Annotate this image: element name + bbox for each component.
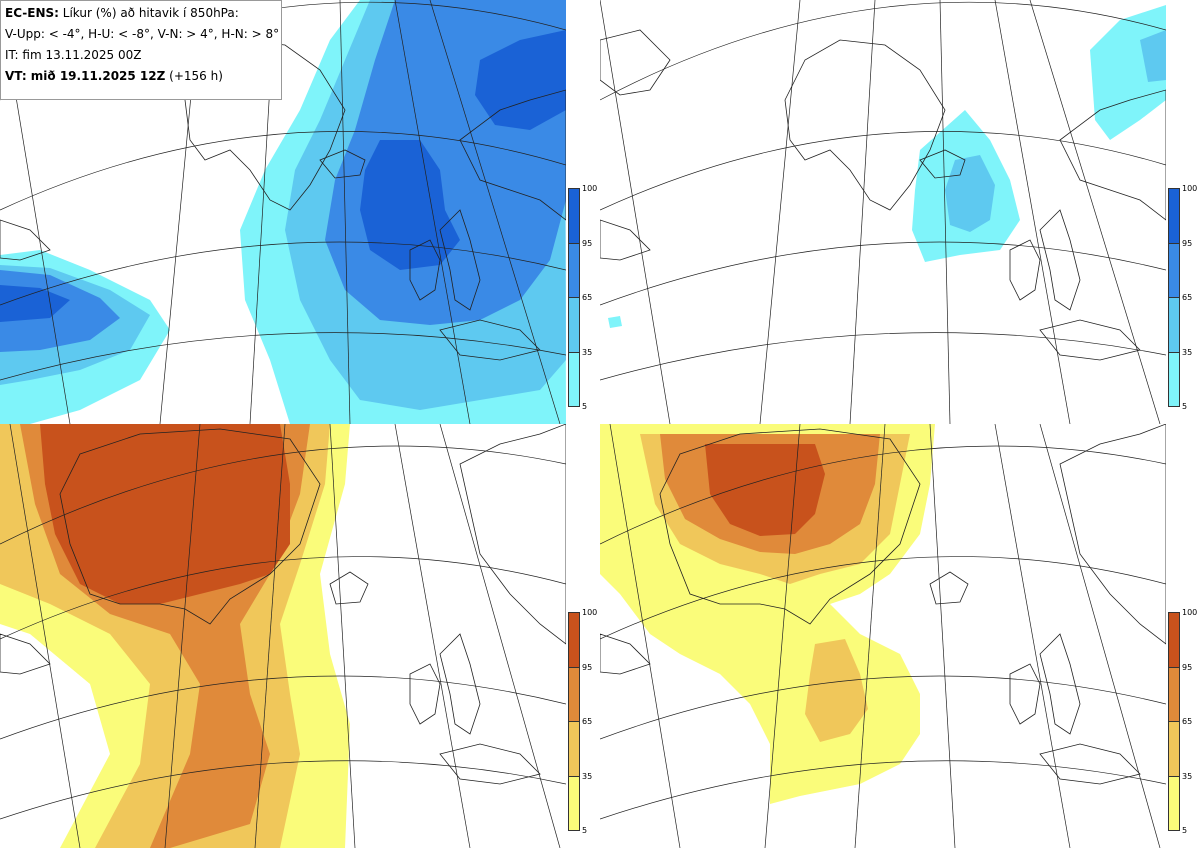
field-5-speck: [608, 316, 622, 328]
coastlines: [600, 29, 1166, 361]
legend-valid-time: VT: mið 19.11.2025 12Z: [5, 69, 166, 83]
field-35-south: [805, 639, 868, 742]
legend-box: EC-ENS: Líkur (%) að hitavik í 850hPa: V…: [0, 0, 282, 100]
colorbar-tick-label: 35: [582, 771, 593, 781]
colorbar-tick-label: 95: [1182, 662, 1193, 672]
field-95-ne: [475, 30, 566, 130]
colorbar-segment: [1168, 188, 1180, 244]
map-panel-warm-plus8: [600, 424, 1166, 848]
colorbar-segment: [1168, 351, 1180, 407]
field-95: [360, 140, 460, 270]
colorbar-tick-label: 100: [582, 184, 598, 193]
colorbar-tick-label: 100: [1182, 184, 1198, 193]
colorbar-tick-label: 65: [1182, 293, 1193, 302]
field-35-ne: [1140, 30, 1166, 82]
colorbar-tick-label: 65: [582, 293, 593, 302]
legend-lead-time: (+156 h): [169, 69, 223, 83]
colorbar-segment: [1168, 721, 1180, 777]
legend-model: EC-ENS:: [5, 6, 59, 20]
map-warm-plus8: [600, 424, 1166, 848]
colorbar-segment: [568, 721, 580, 777]
map-cold-minus8: [600, 0, 1166, 424]
colorbar-segment: [1168, 775, 1180, 831]
map-panel-warm-plus4: [0, 424, 566, 848]
colorbar-segment: [568, 351, 580, 407]
graticule: [0, 424, 566, 848]
map-panel-cold-minus8: [600, 0, 1166, 424]
colorbar-segment: [1168, 666, 1180, 722]
colorbar-tick-label: 5: [582, 402, 588, 411]
map-panel-cold-minus4: [0, 0, 566, 424]
colorbar-segment: [1168, 242, 1180, 298]
colorbar-blue-top-left: 100 95 65 35 5: [568, 184, 598, 411]
map-warm-plus4: [0, 424, 566, 848]
field-95-west: [0, 285, 70, 322]
colorbar-tick-label: 95: [582, 662, 593, 672]
coastlines: [0, 424, 566, 785]
colorbar-tick-label: 35: [582, 347, 593, 357]
legend-description: Líkur (%) að hitavik í 850hPa:: [62, 6, 239, 20]
coastlines: [600, 424, 1166, 785]
field-95: [40, 424, 290, 604]
legend-line-2: V-Upp: < -4°, H-U: < -8°, V-N: > 4°, H-N…: [5, 27, 280, 41]
map-cold-minus4: [0, 0, 566, 424]
colorbar-tick-label: 5: [1182, 402, 1188, 411]
colorbar-tick-label: 100: [1182, 608, 1198, 617]
legend-line-1: EC-ENS: Líkur (%) að hitavik í 850hPa:: [5, 6, 281, 21]
legend-line-4: VT: mið 19.11.2025 12Z (+156 h): [5, 69, 281, 84]
colorbar-tick-label: 5: [582, 826, 588, 835]
field-35: [945, 155, 995, 232]
graticule: [600, 0, 1166, 424]
colorbar-segment: [568, 775, 580, 831]
colorbar-tick-label: 95: [582, 238, 593, 248]
colorbar-segment: [1168, 297, 1180, 353]
colorbar-blue-top-right: 100 95 65 35 5: [1168, 184, 1198, 411]
colorbar-segment: [568, 297, 580, 353]
colorbar-tick-label: 35: [1182, 771, 1193, 781]
field-95: [705, 444, 825, 536]
colorbar-segment: [568, 666, 580, 722]
graticule: [600, 424, 1166, 848]
colorbar-tick-label: 5: [1182, 826, 1188, 835]
colorbar-tick-label: 35: [1182, 347, 1193, 357]
colorbar-segment: [568, 612, 580, 668]
colorbar-orange-bottom-left: 100 95 65 35 5: [568, 608, 598, 835]
colorbar-tick-label: 100: [582, 608, 598, 617]
colorbar-tick-label: 65: [1182, 717, 1193, 726]
colorbar-tick-label: 95: [1182, 238, 1193, 248]
colorbar-orange-bottom-right: 100 95 65 35 5: [1168, 608, 1198, 835]
legend-line-3: IT: fim 13.11.2025 00Z: [5, 48, 142, 62]
colorbar-segment: [568, 242, 580, 298]
colorbar-segment: [568, 188, 580, 244]
colorbar-tick-label: 65: [582, 717, 593, 726]
colorbar-segment: [1168, 612, 1180, 668]
